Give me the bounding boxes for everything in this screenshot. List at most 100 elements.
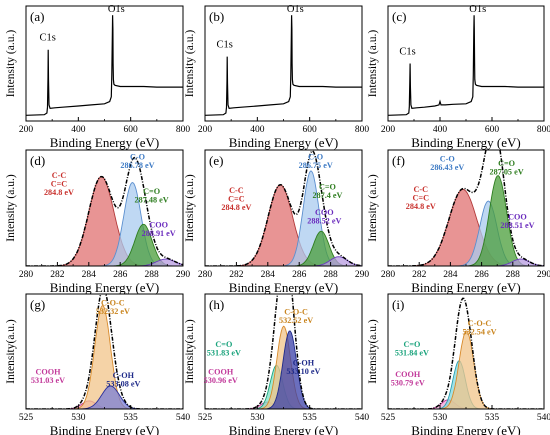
annotation-line: C-OH bbox=[293, 358, 315, 367]
x-tick-label: 200 bbox=[19, 125, 34, 135]
component-annotation: C-O-C 532.54 eV bbox=[462, 319, 496, 337]
x-tick-label: 282 bbox=[50, 270, 65, 280]
panel-label: (h) bbox=[209, 297, 224, 312]
x-tick-label: 280 bbox=[19, 270, 34, 280]
x-tick-label: 400 bbox=[71, 125, 86, 135]
annotation-line: C-O-C bbox=[101, 299, 125, 308]
x-tick-label: 400 bbox=[433, 125, 448, 135]
peak-label: O1s bbox=[287, 4, 304, 15]
survey-spectrum-line bbox=[388, 15, 544, 116]
x-tick-label: 286 bbox=[113, 270, 128, 280]
x-tick-label: 400 bbox=[250, 125, 265, 135]
component-annotation: C-C C=C 284.8 eV bbox=[406, 185, 436, 211]
annotation-line: COO bbox=[149, 221, 168, 230]
annotation-line: 286.75 eV bbox=[299, 161, 333, 170]
x-axis-label: Binding Energy (eV) bbox=[411, 280, 521, 295]
x-tick-label: 288 bbox=[323, 270, 338, 280]
component-annotation: C-C C=C 284.8 eV bbox=[44, 171, 74, 197]
component-annotation: C-O 286.75 eV bbox=[299, 152, 333, 170]
annotation-line: 533.08 eV bbox=[106, 379, 140, 388]
x-tick-label: 530 bbox=[250, 413, 265, 423]
x-axis-label: Binding Energy (eV) bbox=[229, 280, 339, 295]
x-axis-label: Binding Energy (eV) bbox=[229, 423, 339, 435]
panel-label: (f) bbox=[392, 153, 405, 168]
x-tick-label: 290 bbox=[537, 270, 550, 280]
y-axis-label: Intensity (a.u.) bbox=[367, 174, 379, 242]
panel-label: (e) bbox=[209, 153, 223, 168]
component-annotation: C-OH 533.08 eV bbox=[106, 371, 140, 389]
fit-component-2 bbox=[388, 330, 544, 409]
fit-component-1 bbox=[26, 305, 183, 409]
panel-a: 200 400 600 800 Binding Energy (eV) Intensity… bbox=[5, 4, 190, 150]
x-axis-label: Binding Energy (eV) bbox=[50, 280, 160, 295]
annotation-line: COO bbox=[508, 213, 527, 222]
x-tick-label: 525 bbox=[198, 413, 213, 423]
panel-c: 200 400 600 800 Binding Energy (eV) Intensity… bbox=[367, 4, 550, 150]
x-tick-label: 800 bbox=[537, 125, 550, 135]
annotation-line: C-O bbox=[440, 155, 455, 164]
y-axis-label: Intensity (a.u.) bbox=[367, 30, 379, 98]
x-tick-label: 600 bbox=[485, 125, 500, 135]
x-tick-label: 282 bbox=[412, 270, 427, 280]
x-tick-label: 288 bbox=[506, 270, 521, 280]
x-tick-label: 540 bbox=[176, 413, 191, 423]
annotation-line: C-O-C bbox=[284, 308, 308, 317]
x-tick-label: 535 bbox=[485, 413, 500, 423]
annotation-line: 533.10 eV bbox=[286, 367, 320, 376]
component-annotation: C-O-C 532.52 eV bbox=[279, 308, 313, 326]
y-axis-label: Intensity (a.u.) bbox=[5, 30, 17, 98]
annotation-line: C-OH bbox=[113, 371, 135, 380]
x-tick-label: 525 bbox=[381, 413, 396, 423]
component-annotation: COOH 530.96 eV bbox=[204, 368, 238, 386]
panel-d: 280 282 284 286 288 290 Binding Energy (eV) Int… bbox=[5, 149, 190, 295]
peak-label: C1s bbox=[40, 33, 56, 44]
panel-label: (i) bbox=[392, 297, 404, 312]
fit-component-0 bbox=[205, 184, 362, 266]
component-annotation: C=O 531.83 eV bbox=[207, 340, 241, 358]
x-tick-label: 284 bbox=[443, 270, 458, 280]
fit-component-2 bbox=[26, 223, 183, 266]
plot-area-d bbox=[26, 156, 183, 266]
annotation-line: COOH bbox=[35, 368, 61, 377]
annotation-line: C-O bbox=[308, 152, 323, 161]
x-tick-label: 288 bbox=[144, 270, 159, 280]
panel-h: 525 530 535 540 Binding Energy (eV) Intensity… bbox=[184, 293, 369, 435]
peak-label: C1s bbox=[216, 39, 232, 50]
panel-b: 200 400 600 800 Binding Energy (eV) Intensity… bbox=[184, 4, 369, 150]
plot-area-c bbox=[388, 15, 544, 116]
component-annotation: C=O 287.05 eV bbox=[490, 159, 524, 177]
annotation-line: COOH bbox=[208, 368, 234, 377]
x-axis-label: Binding Energy (eV) bbox=[50, 423, 160, 435]
y-axis-label: Intensity(a.u.) bbox=[5, 319, 17, 384]
x-tick-label: 284 bbox=[82, 270, 97, 280]
annotation-line: 287.4 eV bbox=[312, 191, 342, 200]
annotation-line: 288.52 eV bbox=[307, 216, 341, 225]
peak-label: C1s bbox=[399, 46, 415, 57]
annotation-line: C=O bbox=[403, 340, 420, 349]
x-tick-label: 280 bbox=[198, 270, 213, 280]
component-annotation: COOH 531.03 eV bbox=[31, 368, 65, 386]
peak-label: O1s bbox=[108, 4, 125, 15]
panel-label: (c) bbox=[392, 9, 406, 24]
annotation-line: 532.32 eV bbox=[96, 307, 130, 316]
annotation-line: 287.05 eV bbox=[490, 168, 524, 177]
x-axis-label: Binding Energy (eV) bbox=[411, 135, 521, 150]
x-tick-label: 530 bbox=[433, 413, 448, 423]
component-annotation: C-C C=C 284.8 eV bbox=[221, 186, 251, 212]
x-tick-label: 535 bbox=[303, 413, 318, 423]
annotation-line: COOH bbox=[395, 370, 421, 379]
component-annotation: COOH 530.79 eV bbox=[391, 370, 425, 388]
annotation-line: C-C bbox=[229, 186, 244, 195]
annotation-line: C-O-C bbox=[468, 319, 492, 328]
annotation-line: 286.43 eV bbox=[430, 163, 464, 172]
annotation-line: 532.52 eV bbox=[279, 316, 313, 325]
annotation-line: 531.84 eV bbox=[395, 348, 429, 357]
x-tick-label: 525 bbox=[19, 413, 34, 423]
y-axis-label: Intensity (a.u.) bbox=[5, 174, 17, 242]
x-tick-label: 530 bbox=[71, 413, 86, 423]
annotation-line: COO bbox=[315, 208, 334, 217]
y-axis-label: Intensity(a.u.) bbox=[184, 319, 196, 384]
x-tick-label: 286 bbox=[292, 270, 307, 280]
panel-e: 280 282 284 286 288 290 Binding Energy (eV) Int… bbox=[184, 149, 369, 295]
x-tick-label: 286 bbox=[474, 270, 489, 280]
